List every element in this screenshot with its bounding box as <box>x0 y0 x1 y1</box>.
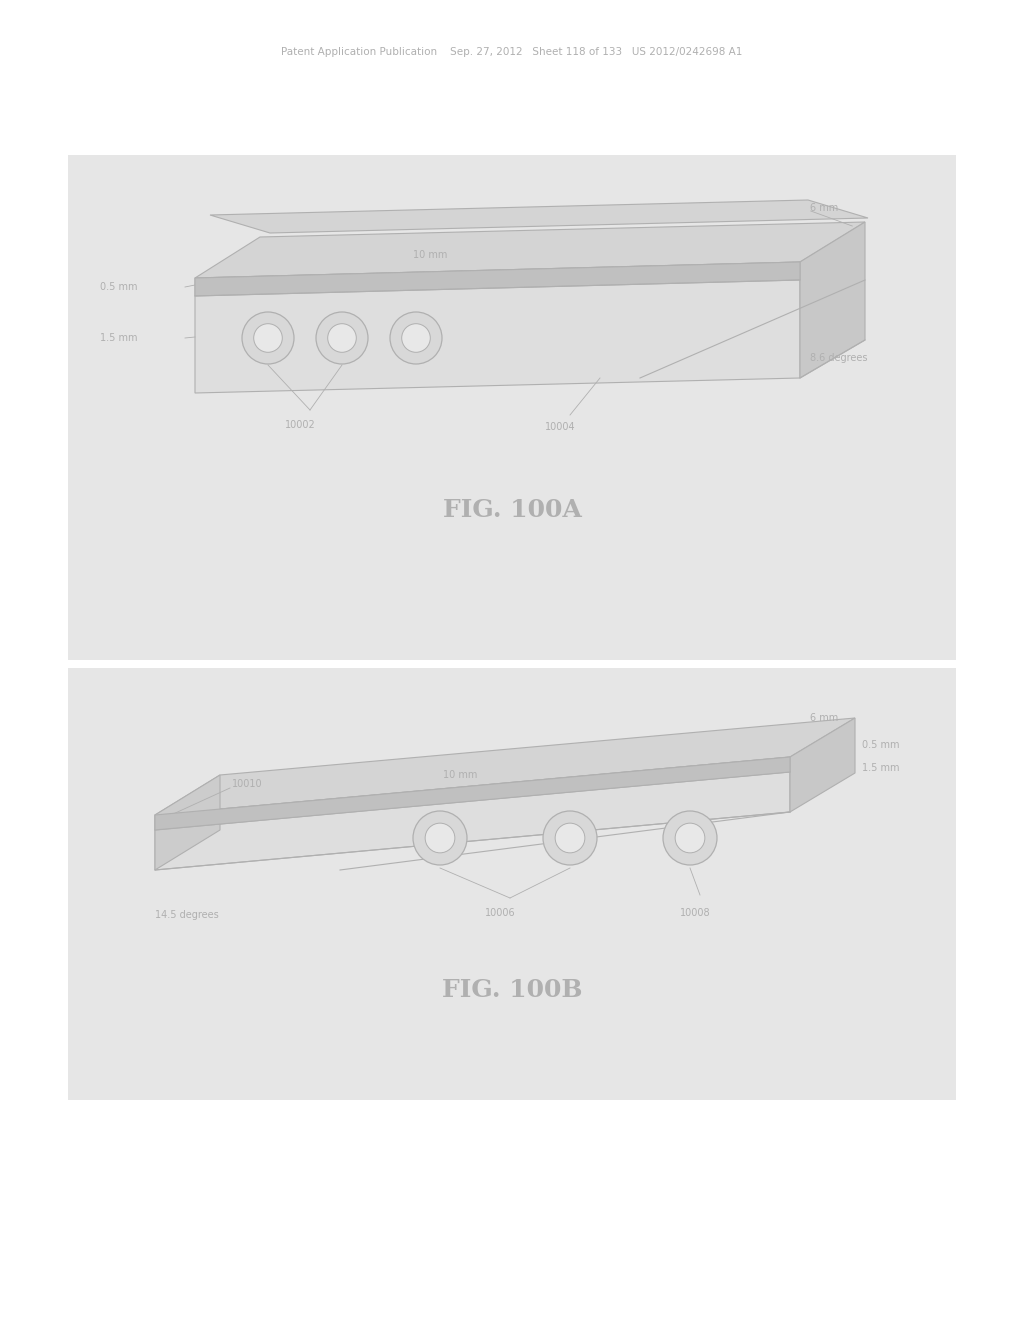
Circle shape <box>254 323 283 352</box>
Text: Patent Application Publication    Sep. 27, 2012   Sheet 118 of 133   US 2012/024: Patent Application Publication Sep. 27, … <box>282 48 742 57</box>
Text: FIG. 100B: FIG. 100B <box>441 978 583 1002</box>
Text: 6 mm: 6 mm <box>810 713 839 723</box>
Text: 0.5 mm: 0.5 mm <box>100 282 137 292</box>
Text: FIG. 100A: FIG. 100A <box>442 498 582 521</box>
Polygon shape <box>155 775 220 870</box>
Polygon shape <box>155 756 790 870</box>
Text: 8.6 degrees: 8.6 degrees <box>810 352 867 363</box>
Text: 0.5 mm: 0.5 mm <box>862 741 899 750</box>
Circle shape <box>242 312 294 364</box>
Text: 1.5 mm: 1.5 mm <box>100 333 137 343</box>
Text: 10 mm: 10 mm <box>442 770 477 780</box>
Circle shape <box>543 810 597 865</box>
Circle shape <box>663 810 717 865</box>
FancyBboxPatch shape <box>68 154 956 660</box>
Polygon shape <box>195 222 865 279</box>
Text: 10010: 10010 <box>232 779 262 789</box>
Circle shape <box>390 312 442 364</box>
Text: 10004: 10004 <box>545 422 575 432</box>
Text: 10006: 10006 <box>484 908 515 917</box>
Polygon shape <box>195 261 800 296</box>
Circle shape <box>316 312 368 364</box>
Text: 10008: 10008 <box>680 908 711 917</box>
Text: 6 mm: 6 mm <box>810 203 839 213</box>
Text: 14.5 degrees: 14.5 degrees <box>155 909 219 920</box>
Polygon shape <box>195 261 800 393</box>
Polygon shape <box>790 718 855 812</box>
Text: 1.5 mm: 1.5 mm <box>862 763 899 774</box>
Polygon shape <box>155 756 790 830</box>
Text: 10 mm: 10 mm <box>413 249 447 260</box>
Circle shape <box>413 810 467 865</box>
Circle shape <box>401 323 430 352</box>
Text: 10002: 10002 <box>285 420 315 430</box>
Circle shape <box>328 323 356 352</box>
Circle shape <box>425 824 455 853</box>
FancyBboxPatch shape <box>68 668 956 1100</box>
Circle shape <box>555 824 585 853</box>
Polygon shape <box>800 222 865 378</box>
Polygon shape <box>155 718 855 814</box>
Polygon shape <box>210 201 868 234</box>
Circle shape <box>675 824 705 853</box>
